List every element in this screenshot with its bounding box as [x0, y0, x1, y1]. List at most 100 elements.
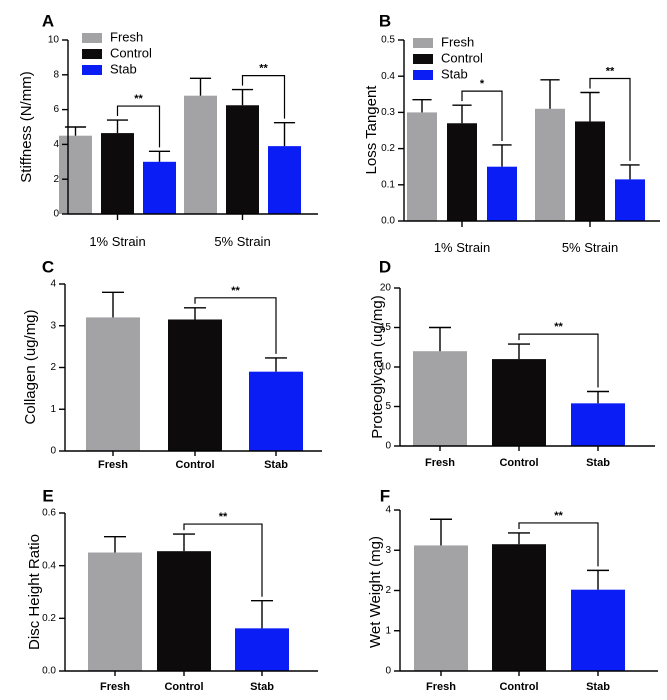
y-tick-label: 0.1: [381, 179, 395, 190]
x-tick-label: Control: [499, 457, 538, 469]
bar-fresh-2: [535, 108, 565, 221]
legend-swatch-control: [82, 49, 102, 59]
y-tick-label: 0: [53, 209, 59, 220]
significance-bracket: [194, 297, 277, 354]
y-tick-label: 0.4: [42, 560, 56, 571]
x-tick-label: Stab: [586, 681, 610, 693]
bar-control-2: [575, 121, 605, 221]
x-tick-label: Fresh: [98, 459, 128, 471]
x-tick-label: 5% Strain: [214, 234, 270, 249]
y-tick-label: 0: [385, 441, 391, 452]
panel-letter: E: [42, 486, 53, 505]
bar-fresh-1: [407, 112, 437, 221]
y-tick-label: 0: [385, 666, 391, 677]
bar-stab: [235, 628, 289, 671]
bar-fresh: [86, 317, 140, 451]
legend-swatch-fresh: [413, 38, 433, 48]
y-tick-label: 4: [53, 139, 59, 150]
x-tick-label: Stab: [586, 457, 610, 469]
panel-letter: B: [379, 11, 391, 30]
significance-label: **: [134, 93, 143, 105]
panel-letter: D: [379, 257, 391, 276]
bar-stab: [571, 403, 625, 446]
x-tick-label: Control: [175, 459, 214, 471]
panel-letter: C: [42, 257, 54, 276]
significance-label: *: [480, 78, 485, 90]
legend-label-fresh: Fresh: [110, 29, 143, 44]
bar-stab-2: [615, 179, 645, 221]
y-tick-label: 2: [385, 585, 391, 596]
y-axis-label: Loss Tangent: [363, 85, 380, 175]
bar-control-1: [447, 123, 477, 221]
x-tick-label: Control: [164, 681, 203, 693]
legend-swatch-fresh: [82, 33, 102, 43]
y-tick-label: 2: [50, 362, 56, 373]
bar-fresh: [413, 351, 467, 446]
bar-control: [492, 544, 546, 671]
bar-control: [168, 319, 222, 451]
y-tick-label: 1: [385, 625, 391, 636]
panel-d: D Proteoglycan (ug/mg) Fresh Control Stab 0 5 1…: [369, 257, 655, 469]
y-tick-label: 10: [48, 35, 60, 46]
y-tick-label: 0.4: [381, 71, 395, 82]
legend-swatch-stab: [82, 65, 102, 75]
legend-label-fresh: Fresh: [441, 34, 474, 49]
y-axis-label: Proteoglycan (ug/mg): [369, 295, 386, 438]
significance-label: **: [259, 63, 268, 75]
panel-letter: F: [380, 486, 390, 505]
legend-label-control: Control: [110, 45, 152, 60]
x-tick-label: Fresh: [100, 681, 130, 693]
y-tick-label: 4: [385, 505, 391, 516]
legend-label-stab: Stab: [110, 61, 137, 76]
y-tick-label: 10: [380, 362, 392, 373]
significance-bracket: [241, 74, 286, 119]
y-tick-label: 2: [53, 174, 59, 185]
x-tick-label: Control: [499, 681, 538, 693]
bar-control-1: [101, 133, 134, 214]
significance-bracket: [183, 523, 263, 597]
y-tick-label: 0.2: [42, 613, 56, 624]
significance-label: **: [554, 321, 563, 333]
y-tick-label: 5: [385, 401, 391, 412]
bar-stab-2: [268, 146, 301, 214]
bar-stab-1: [487, 166, 517, 221]
legend-label-control: Control: [441, 50, 483, 65]
significance-label: **: [606, 65, 615, 77]
x-tick-label: Stab: [264, 459, 288, 471]
bar-fresh-1: [59, 135, 92, 214]
y-tick-label: 3: [50, 320, 56, 331]
y-tick-label: 0.3: [381, 107, 395, 118]
bar-control-2: [226, 105, 259, 214]
y-axis-label: Stiffness (N/mm): [18, 71, 35, 182]
bar-control: [492, 359, 546, 446]
y-tick-label: 4: [50, 279, 56, 290]
significance-bracket: [518, 333, 599, 388]
y-tick-label: 20: [380, 283, 392, 294]
panel-letter: A: [42, 11, 54, 30]
x-tick-label: Stab: [250, 681, 274, 693]
y-tick-label: 3: [385, 545, 391, 556]
significance-bracket: [461, 90, 503, 141]
x-tick-label: 1% Strain: [434, 240, 490, 255]
legend-swatch-control: [413, 54, 433, 64]
y-tick-label: 6: [53, 104, 59, 115]
panel-f: F Wet Weight (mg) Fresh Control Stab 0 1 2 3 4 **: [367, 486, 658, 693]
y-tick-label: 0.6: [42, 508, 56, 519]
bar-stab: [249, 371, 303, 451]
y-tick-label: 0.0: [42, 666, 56, 677]
y-axis-label: Wet Weight (mg): [367, 536, 384, 648]
panel-e: E Disc Height Ratio Fresh Control Stab 0.0 0.2…: [26, 486, 318, 693]
panel-b: B Loss Tangent 1% Strain 5% Strain 0.0 0.1 0.2…: [363, 11, 660, 255]
x-tick-label: 1% Strain: [89, 234, 145, 249]
significance-label: **: [219, 511, 228, 523]
significance-label: **: [231, 285, 240, 297]
significance-bracket: [116, 105, 161, 148]
bar-fresh: [414, 545, 468, 671]
x-tick-label: Fresh: [425, 457, 455, 469]
bar-fresh-2: [184, 95, 217, 214]
y-tick-label: 8: [53, 69, 59, 80]
y-tick-label: 0.2: [381, 143, 395, 154]
legend-label-stab: Stab: [441, 66, 468, 81]
bar-stab-1: [143, 161, 176, 214]
